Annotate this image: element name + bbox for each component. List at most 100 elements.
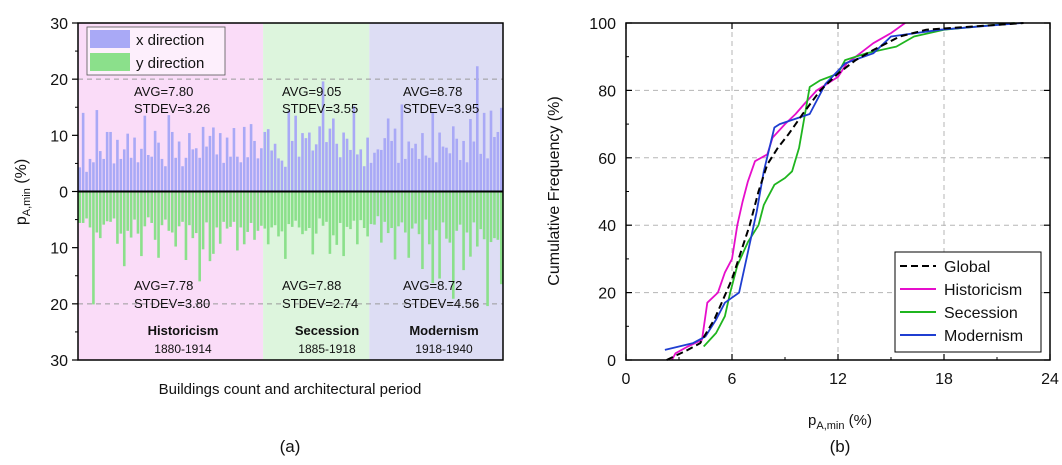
- bar-y-direction: [236, 191, 239, 251]
- bar-x-direction: [225, 137, 229, 192]
- bar-x-direction: [489, 110, 493, 192]
- bar-x-direction: [407, 141, 411, 192]
- modernism-x-avg: AVG=8.78: [403, 84, 462, 99]
- bar-x-direction: [146, 154, 150, 192]
- bar-y-direction: [191, 191, 195, 239]
- legend: Global Historicism Secession Modernism: [894, 251, 1042, 353]
- bar-y-direction: [249, 191, 253, 223]
- bar-y-direction: [260, 191, 263, 226]
- bar-y-direction: [345, 191, 349, 227]
- y-tick-label: 20: [50, 297, 68, 314]
- bar-y-direction: [452, 191, 455, 299]
- bar-y-direction: [404, 191, 407, 233]
- bar-x-direction: [198, 157, 201, 192]
- bar-x-direction: [314, 144, 318, 192]
- bar-x-direction: [318, 126, 321, 192]
- bar-y-direction: [308, 191, 311, 229]
- bar-x-direction: [112, 163, 116, 192]
- bar-x-direction: [434, 162, 438, 192]
- bar-y-direction: [119, 191, 123, 234]
- bar-x-direction: [116, 139, 119, 192]
- bar-y-direction: [294, 191, 297, 221]
- bar-x-direction: [448, 153, 452, 192]
- bar-x-direction: [212, 127, 215, 192]
- panel-label-b: (b): [830, 437, 851, 456]
- bar-y-direction: [133, 191, 136, 220]
- bar-y-direction: [462, 191, 465, 271]
- axis-ticks: 0 6 12 18 24 0 20 40 60 80 100: [589, 16, 1059, 388]
- bar-x-direction: [126, 133, 129, 192]
- bar-x-direction: [338, 157, 342, 192]
- secession-x-stdev: STDEV=3.55: [282, 101, 358, 116]
- bar-x-direction: [493, 137, 496, 192]
- bar-y-direction: [362, 191, 366, 229]
- bar-x-direction: [81, 112, 85, 192]
- period-years-secession: 1885-1918: [298, 342, 356, 356]
- bar-x-direction: [311, 150, 315, 192]
- bar-y-direction: [232, 191, 236, 222]
- bar-y-direction: [246, 191, 249, 232]
- bar-y-direction: [304, 191, 308, 231]
- bar-y-direction: [380, 191, 383, 243]
- legend-label-modernism: Modernism: [944, 328, 1023, 345]
- bar-y-direction: [129, 191, 133, 238]
- bar-y-direction: [369, 191, 373, 225]
- bar-x-direction: [362, 166, 366, 192]
- bar-y-direction: [177, 191, 181, 227]
- bar-x-direction: [222, 162, 225, 192]
- bar-y-direction: [318, 191, 321, 219]
- bar-y-direction: [359, 191, 363, 221]
- bar-y-direction: [393, 191, 397, 260]
- bar-x-direction: [380, 149, 383, 192]
- bar-y-direction: [174, 191, 177, 247]
- bar-y-direction: [349, 191, 352, 230]
- bars: [78, 66, 503, 307]
- bar-x-direction: [249, 124, 253, 192]
- bar-x-direction: [160, 158, 164, 192]
- bar-y-direction: [297, 191, 301, 228]
- bar-y-direction: [332, 191, 335, 236]
- plot-frame: [625, 22, 1051, 361]
- bar-y-direction: [102, 191, 106, 225]
- bar-x-direction: [496, 131, 500, 192]
- y-tick-label: 20: [50, 72, 68, 89]
- bar-x-direction: [280, 160, 284, 192]
- bar-x-direction: [325, 142, 328, 192]
- bar-x-direction: [431, 112, 435, 192]
- bar-y-direction: [448, 191, 452, 243]
- bar-x-direction: [332, 118, 335, 192]
- bar-x-direction: [129, 157, 133, 192]
- bar-y-direction: [441, 191, 445, 223]
- y-tick-label: 30: [50, 16, 68, 33]
- bar-y-direction: [400, 191, 404, 223]
- bar-x-direction: [486, 158, 489, 192]
- bar-y-direction: [105, 191, 109, 222]
- bar-y-direction: [486, 191, 489, 307]
- x-axis-label-main: p: [808, 412, 816, 429]
- bar-x-direction: [475, 66, 479, 192]
- bar-x-direction: [287, 110, 291, 192]
- bar-x-direction: [177, 141, 181, 192]
- bar-x-direction: [373, 152, 376, 192]
- bar-x-direction: [404, 158, 407, 192]
- bar-y-direction: [126, 191, 129, 231]
- bar-y-direction: [253, 191, 256, 240]
- bar-x-direction: [98, 151, 102, 192]
- bar-y-direction: [194, 191, 198, 234]
- bar-y-direction: [328, 191, 332, 254]
- bar-y-direction: [311, 191, 315, 255]
- modernism-x-stdev: STDEV=3.95: [403, 101, 479, 116]
- bar-x-direction: [253, 140, 256, 192]
- bar-y-direction: [390, 191, 393, 229]
- bar-x-direction: [188, 133, 191, 192]
- bar-y-direction: [198, 191, 201, 282]
- bar-y-direction: [277, 191, 280, 237]
- bar-y-direction: [201, 191, 205, 250]
- bar-x-direction: [321, 81, 325, 192]
- bar-x-direction: [232, 128, 236, 192]
- bar-y-direction: [92, 191, 95, 305]
- bar-y-direction: [469, 191, 472, 257]
- bar-x-direction: [366, 137, 369, 192]
- bar-y-direction: [143, 191, 147, 227]
- bar-x-direction: [445, 147, 448, 192]
